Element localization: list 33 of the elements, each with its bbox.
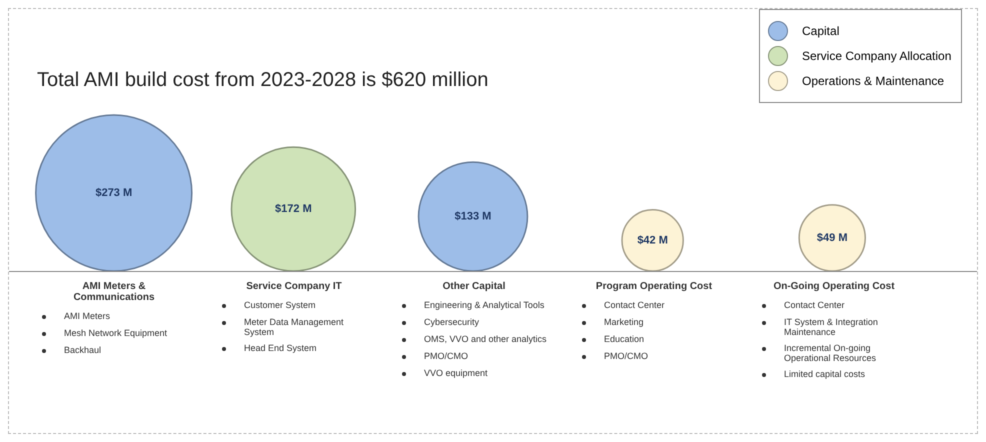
- text: PMO/CMO: [424, 351, 468, 361]
- text: AMI Meters: [64, 311, 110, 321]
- text: PMO/CMO: [604, 351, 648, 361]
- text: Engineering & Analytical Tools: [424, 300, 544, 310]
- text: Meter Data Management System: [244, 317, 344, 337]
- text: Limited capital costs: [784, 369, 866, 379]
- data-label: $273 M: [95, 187, 132, 200]
- text: OMS, VVO and other analytics: [424, 334, 547, 344]
- category-label: Service Company IT: [245, 281, 343, 292]
- text: Marketing: [604, 317, 644, 327]
- category-label: AMI Meters & Communications: [72, 281, 156, 303]
- data-label: $42 M: [637, 234, 668, 246]
- text: VVO equipment: [424, 368, 488, 378]
- text: Incremental On-going Operational Resources: [784, 343, 876, 363]
- text: Mesh Network Equipment: [64, 328, 168, 338]
- text: Head End System: [244, 343, 317, 353]
- category-label: Other Capital: [442, 281, 506, 292]
- text: Total AMI build cost from 2023-2028 is $620 million: [37, 69, 488, 92]
- data-label: $133 M: [454, 210, 492, 223]
- data-label: $172 M: [275, 203, 312, 216]
- legend-label: Operations & Maintenance: [802, 74, 944, 88]
- text: Contact Center: [604, 300, 665, 310]
- text: Backhaul: [64, 345, 102, 355]
- category-label: Program Operating Cost: [594, 281, 714, 292]
- legend-label: Capital: [802, 24, 840, 38]
- text: Customer System: [244, 300, 316, 310]
- text: Education: [604, 334, 644, 344]
- text: Contact Center: [784, 300, 845, 310]
- text: IT System & Integration Maintenance: [784, 317, 878, 337]
- category-label: On-Going Operating Cost: [772, 281, 896, 292]
- data-label: $49 M: [816, 232, 848, 244]
- legend-label: Service Company Allocation: [802, 49, 952, 63]
- text: Cybersecurity: [424, 317, 480, 327]
